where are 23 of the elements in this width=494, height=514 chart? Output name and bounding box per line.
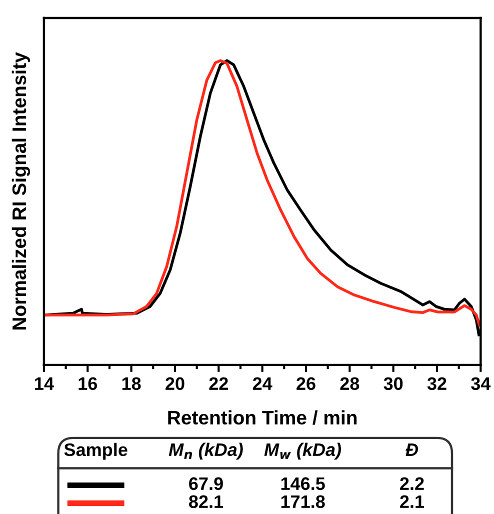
text: Đ — [406, 444, 418, 456]
text: 67.9 — [189, 477, 223, 490]
x-tick-label: 30 — [384, 377, 403, 390]
text: 146.5 — [281, 477, 325, 490]
x-tick-label: 22 — [209, 377, 228, 390]
text: 2.1 — [400, 495, 424, 508]
y-axis-title: Normalized RI Signal Intensity — [12, 52, 30, 330]
x-tick-label: 26 — [296, 377, 316, 390]
text: Sample — [64, 442, 128, 460]
text: 2.2 — [400, 477, 424, 490]
x-tick-label: 14 — [35, 377, 54, 390]
text: 171.8 — [281, 495, 325, 508]
x-tick-label: 32 — [427, 377, 446, 390]
x-axis-title: Retention Time / min — [168, 410, 357, 425]
text: M$_{w}$ (kDa) — [264, 442, 342, 460]
x-tick-label: 18 — [122, 377, 141, 390]
x-tick-label: 20 — [166, 377, 184, 390]
text: 82.1 — [189, 495, 224, 508]
x-tick-label: 16 — [78, 377, 98, 390]
x-tick-label: 34 — [471, 377, 491, 390]
text: M$_{n}$ (kDa) — [168, 442, 243, 460]
x-tick-label: 24 — [252, 377, 272, 390]
x-tick-label: 28 — [340, 377, 360, 390]
